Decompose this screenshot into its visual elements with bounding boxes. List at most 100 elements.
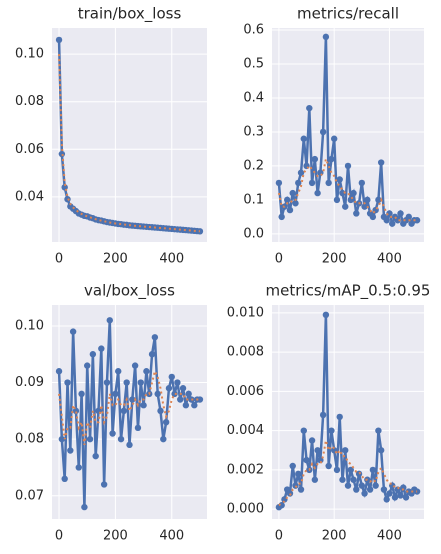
data-point — [98, 345, 105, 352]
data-point — [333, 196, 341, 204]
x-tick-label: 400 — [159, 252, 184, 267]
data-point — [154, 390, 161, 398]
data-point — [319, 411, 327, 419]
data-point — [377, 159, 385, 166]
data-point — [350, 189, 357, 197]
data-point — [275, 179, 283, 187]
data-point — [413, 217, 421, 224]
data-point — [358, 179, 366, 187]
data-point — [179, 385, 187, 392]
data-point — [364, 196, 371, 204]
data-point — [75, 464, 82, 471]
data-point — [336, 176, 343, 183]
data-point — [303, 162, 310, 170]
data-point — [295, 470, 302, 478]
data-point — [377, 447, 385, 454]
data-point — [405, 213, 412, 221]
y-tick-label: 0.04 — [15, 189, 44, 204]
data-point — [292, 200, 299, 207]
y-tick-label: 0.010 — [227, 305, 264, 320]
x-tick-label: 0 — [275, 529, 283, 544]
data-point — [286, 206, 294, 214]
data-point — [120, 407, 128, 415]
data-point — [151, 334, 159, 341]
data-point — [361, 490, 368, 497]
data-point — [380, 486, 388, 493]
y-tick-label: 0.09 — [15, 375, 44, 390]
series-line — [58, 368, 200, 445]
data-point — [295, 179, 302, 187]
data-point — [109, 430, 116, 437]
y-tick-label: 0.1 — [243, 192, 264, 207]
data-point — [58, 435, 66, 443]
data-point — [355, 470, 363, 478]
data-point — [375, 427, 382, 434]
y-tick-label: 0.10 — [15, 318, 44, 333]
x-tick-label: 0 — [55, 529, 63, 544]
y-tick-label: 0.3 — [243, 124, 264, 139]
x-tick-label: 200 — [322, 252, 347, 267]
data-point — [78, 390, 85, 398]
y-tick-label: 0.2 — [243, 158, 264, 173]
data-point — [330, 135, 338, 142]
data-point — [67, 447, 74, 454]
subplot-title: metrics/mAP_0.5:0.95 — [266, 282, 431, 301]
data-point — [165, 385, 173, 392]
data-point — [140, 402, 147, 409]
data-point — [84, 362, 91, 369]
data-point — [314, 189, 321, 197]
data-point — [328, 427, 335, 434]
data-point — [375, 196, 382, 204]
y-tick-label: 0.08 — [15, 94, 44, 109]
data-point — [168, 373, 175, 381]
data-point — [339, 476, 346, 483]
data-point — [157, 407, 164, 415]
x-tick-label: 0 — [55, 252, 63, 267]
data-point — [389, 220, 396, 227]
x-tick-label: 0 — [275, 252, 283, 267]
data-point — [177, 396, 184, 403]
data-point — [361, 203, 368, 210]
series-line — [278, 440, 418, 507]
data-point — [342, 447, 349, 454]
data-point — [69, 328, 77, 335]
data-point — [347, 196, 354, 204]
data-point — [64, 379, 71, 386]
data-point — [300, 135, 307, 142]
data-point — [92, 452, 99, 460]
data-point — [106, 317, 113, 324]
data-point — [61, 475, 68, 483]
data-point — [402, 494, 410, 501]
data-point — [369, 213, 377, 221]
y-tick-label: 0.006 — [227, 384, 264, 399]
data-point — [383, 496, 390, 503]
data-point — [134, 424, 142, 432]
x-tick-label: 400 — [377, 252, 402, 267]
data-point — [347, 466, 354, 474]
data-point — [333, 466, 341, 474]
data-point — [126, 441, 133, 449]
series-line — [58, 54, 201, 233]
y-tick-label: 0.10 — [15, 47, 44, 62]
data-point — [185, 390, 192, 398]
data-point — [297, 486, 305, 493]
data-point — [297, 169, 305, 176]
y-tick-label: 0.08 — [15, 432, 44, 447]
series-line — [277, 155, 418, 222]
data-point — [328, 155, 335, 163]
data-point — [353, 486, 360, 493]
data-point — [162, 418, 170, 426]
data-point — [292, 482, 299, 489]
data-point — [400, 484, 407, 491]
y-tick-label: 0.0 — [243, 226, 264, 241]
data-point — [196, 396, 204, 403]
data-point — [289, 462, 296, 470]
y-tick-label: 0.07 — [15, 488, 44, 503]
data-point — [397, 210, 404, 217]
data-point — [86, 435, 94, 443]
data-point — [174, 379, 181, 386]
data-point — [58, 150, 66, 158]
data-point — [308, 179, 316, 187]
data-point — [182, 402, 190, 409]
